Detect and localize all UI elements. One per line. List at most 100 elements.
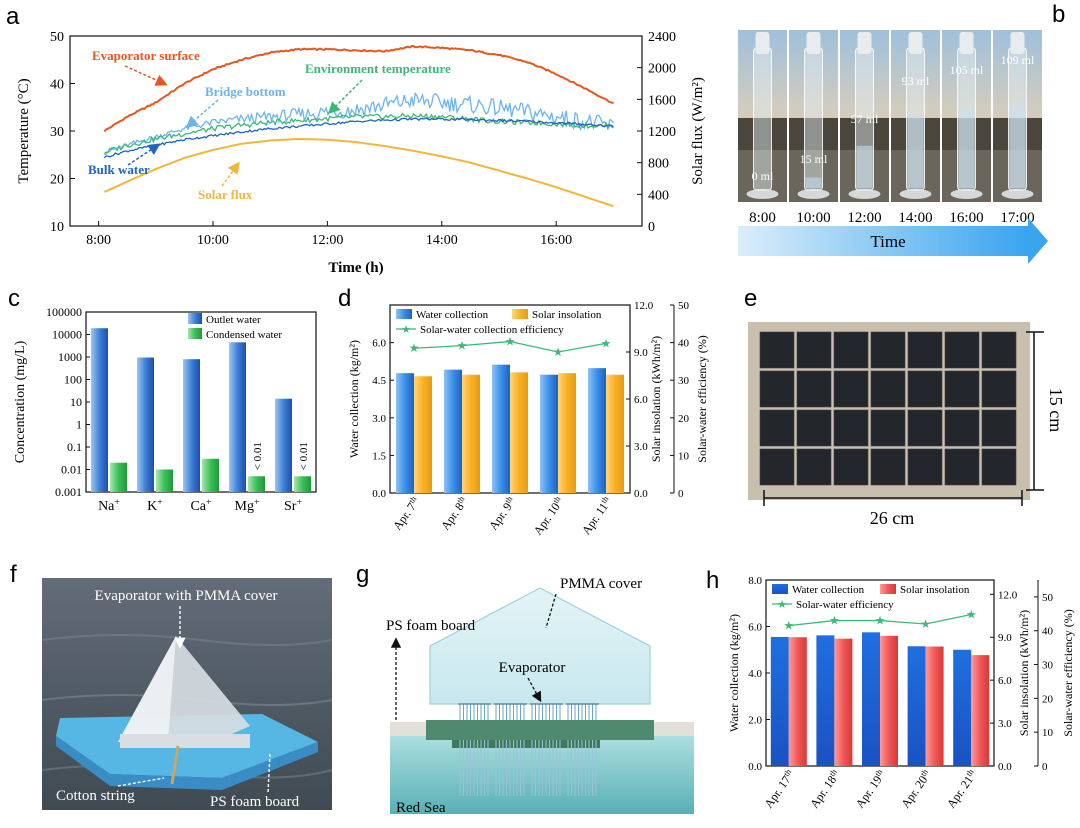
cylinder-volume-label: 109 ml — [1001, 53, 1035, 67]
evaporator-tile — [833, 409, 869, 447]
chart-d-efficiency-point: ★ — [601, 336, 612, 350]
chart-h-bar-solar-insolation — [834, 638, 853, 766]
evaporator-tile — [907, 409, 943, 447]
chart-h-y3tick-label: 10 — [1042, 727, 1054, 739]
chart-a-y2tick-label: 1200 — [648, 125, 676, 140]
cotton-string-arrow — [117, 777, 165, 787]
chart-a-y2tick-label: 2000 — [648, 62, 676, 77]
chart-h-xtick-label: Apr. 21th — [943, 767, 980, 811]
legend-h-insolation-swatch — [880, 584, 896, 594]
panel-f-photo: Evaporator with PMMA cover Cotton string… — [41, 578, 333, 810]
chart-d-y3tick-label: 50 — [678, 300, 690, 312]
chart-d-y3tick-label: 10 — [678, 450, 690, 462]
evaporator-tile — [907, 448, 943, 486]
chart-d-y3tick-label: 20 — [678, 413, 690, 425]
evaporator-tile — [907, 370, 943, 408]
chart-h-y3label: Solar-water efficiency (%) — [1061, 609, 1075, 736]
evaporator-tile — [870, 331, 906, 369]
chart-d-bar-water-collection — [492, 364, 510, 493]
chart-h-bar-solar-insolation — [925, 646, 944, 766]
chart-c-xtick-label: Sr+ — [284, 497, 302, 515]
chart-h-y2tick-label: 6.0 — [998, 675, 1012, 687]
cylinder-time-label: 8:00 — [749, 210, 776, 226]
chart-h-ytick-label: 6.0 — [748, 622, 762, 634]
chart-d-y2tick-label: 0.0 — [634, 488, 648, 500]
g-evaporator-label: Evaporator — [499, 660, 566, 676]
chart-c-ytick-label: 10000 — [52, 328, 82, 342]
legend-h-eff-label: Solar-water efficiency — [796, 599, 894, 611]
legend-c-outlet-label: Outlet water — [206, 314, 261, 326]
chart-c-ytick-label: 100000 — [46, 305, 82, 319]
evaporator-tile — [981, 370, 1017, 408]
cylinder-time-label: 14:00 — [898, 210, 932, 226]
evaporator-tile — [870, 409, 906, 447]
evaporator-tile — [796, 409, 832, 447]
cotton-string-label: Cotton string — [56, 788, 135, 804]
chart-a-ytick-label: 30 — [50, 125, 64, 140]
chart-d-bar-solar-insolation — [510, 372, 528, 493]
chart-d-y3tick-label: 0 — [678, 488, 684, 500]
cylinder-time-label: 17:00 — [1000, 210, 1034, 226]
legend-h-insolation-label: Solar insolation — [900, 584, 970, 596]
evaporator-tile — [944, 448, 980, 486]
cylinder-photo-tile: 105 ml — [942, 30, 991, 202]
chart-a-xtick-label: 16:00 — [540, 233, 572, 248]
arrow-evaporator-surface — [124, 65, 168, 86]
chart-d: 0.0 1.5 3.0 4.5 6.0 0.0 3.0 6.0 9.0 12.0 0 10 20 30 40… — [347, 300, 709, 538]
evaporator-label: Evaporator with PMMA cover — [95, 588, 278, 604]
chart-d-efficiency-line — [413, 340, 607, 353]
chart-c-below-detection-label: < 0.01 — [252, 442, 264, 470]
chart-d-efficiency-point: ★ — [505, 334, 516, 348]
chart-h-bar-water-collection — [907, 646, 926, 766]
chart-h-y3tick-label: 50 — [1042, 592, 1054, 604]
cotton-string-shape — [170, 745, 180, 785]
g-red-sea-label: Red Sea — [396, 800, 446, 816]
cylinder-volume-label: 0 ml — [752, 169, 774, 183]
chart-h: 0.0 2.0 4.0 6.0 8.0 0.0 3.0 6.0 9.0 12.0 0 10 20 30 40… — [727, 575, 1075, 811]
chart-c: 0.001 0.01 0.1 1 10 100 1000 10000 100000 Na+ K+ Ca… — [13, 305, 317, 515]
g-pmma-label: PMMA cover — [560, 576, 642, 592]
evaporator-tile — [870, 448, 906, 486]
chart-h-y3tick-label: 20 — [1042, 693, 1054, 705]
chart-d-xtick-label: Apr. 8th — [438, 494, 471, 533]
chart-c-ylabel: Concentration (mg/L) — [13, 340, 28, 463]
evaporator-tile — [796, 370, 832, 408]
bar-c-outlet-water — [275, 398, 292, 492]
chart-a-ytick-label: 10 — [50, 220, 64, 235]
chart-d-ytick-label: 6.0 — [372, 338, 386, 350]
cylinder-photo-tile: 0 ml — [738, 30, 787, 202]
chart-d-bar-solar-insolation — [558, 373, 576, 493]
bar-c-condensed-water — [156, 469, 173, 492]
chart-c-xtick-label: Na+ — [98, 497, 120, 515]
panel-label-f: f — [10, 561, 17, 588]
panel-e-photo: 15 cm 26 cm — [748, 322, 1066, 528]
chart-h-bar-solar-insolation — [880, 635, 898, 766]
chart-h-efficiency-point: ★ — [829, 614, 840, 628]
chart-a-xtick-label: 14:00 — [426, 233, 458, 248]
series-line-environment-temperature — [103, 112, 614, 155]
chart-h-efficiency-point: ★ — [920, 617, 931, 631]
chart-h-y2label: Solar insolation (kWh/m²) — [1017, 610, 1031, 736]
chart-a: 8:00 10:00 12:00 14:00 16:00 10 20 30 40 50 0 400 80… — [16, 30, 706, 276]
time-arrow-body — [738, 226, 1028, 256]
cylinder-photo-tile: 93 ml — [891, 30, 940, 202]
chart-d-y2tick-label: 3.0 — [634, 441, 648, 453]
chart-d-bar-water-collection — [540, 374, 558, 493]
evaporator-tile — [796, 331, 832, 369]
chart-d-xtick-label: Apr. 10th — [530, 494, 567, 538]
evaporator-tile — [833, 331, 869, 369]
cylinder-time-label: 12:00 — [847, 210, 881, 226]
annot-bulk-water: Bulk water — [88, 162, 150, 177]
chart-a-ytick-label: 50 — [50, 30, 64, 45]
chart-d-bar-solar-insolation — [414, 376, 432, 493]
chart-d-bar-water-collection — [444, 369, 462, 493]
panel-label-h: h — [706, 567, 719, 594]
panel-label-d: d — [338, 285, 351, 312]
arrow-solar-flux — [221, 161, 240, 187]
legend-h-eff-star: ★ — [777, 599, 787, 611]
pmma-cover-drawing — [429, 587, 651, 705]
chart-d-efficiency-point: ★ — [409, 341, 420, 355]
evaporator-tile — [759, 448, 795, 486]
chart-d-bar-solar-insolation — [462, 374, 480, 493]
chart-d-xtick-label: Apr. 7th — [390, 494, 423, 533]
